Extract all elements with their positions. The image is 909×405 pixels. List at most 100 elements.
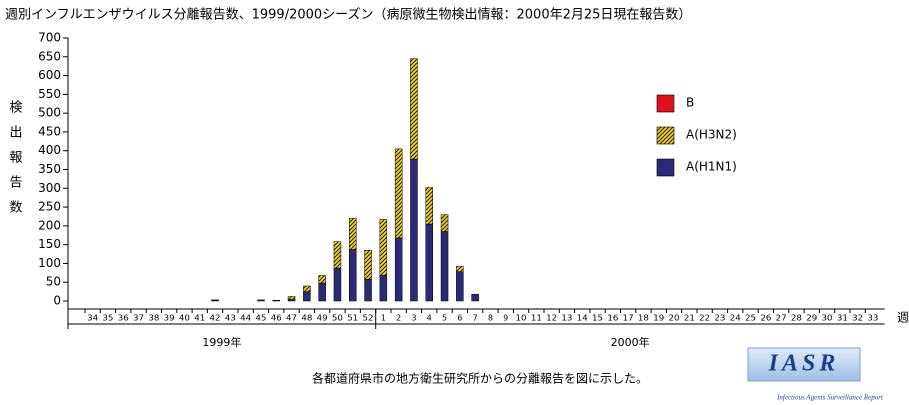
bar-segment xyxy=(425,223,433,302)
x-tick-label: 24 xyxy=(730,314,741,323)
x-tick-label: 5 xyxy=(442,314,447,323)
x-tick-label: 31 xyxy=(837,314,848,323)
x-tick-label: 18 xyxy=(638,314,649,323)
x-tick-label: 16 xyxy=(607,314,618,323)
x-tick-label: 36 xyxy=(118,314,129,323)
x-tick-label: 47 xyxy=(286,314,297,323)
y-tick-label: 200 xyxy=(38,218,61,232)
bar-segment xyxy=(287,296,296,300)
x-tick-label: 41 xyxy=(194,314,205,323)
caption: 各都道府県市の地方衛生研究所からの分離報告を図に示した。 xyxy=(312,371,648,386)
legend-label: A(H3N2) xyxy=(686,128,737,142)
x-tick-label: 46 xyxy=(271,314,282,323)
x-tick-label: 19 xyxy=(653,314,664,323)
x-tick-label: 30 xyxy=(822,314,833,323)
x-tick-label: 48 xyxy=(301,314,312,323)
chart-title: 週別インフルエンザウイルス分離報告数、1999/2000シーズン（病原微生物検出… xyxy=(5,7,691,23)
x-tick-label: 10 xyxy=(516,314,527,323)
x-tick-label: 45 xyxy=(255,314,266,323)
bar-segment xyxy=(257,299,265,302)
x-tick-label: 22 xyxy=(699,314,710,323)
x-tick-label: 27 xyxy=(776,314,787,323)
x-tick-label: 44 xyxy=(240,314,251,323)
bar-segment xyxy=(318,275,326,284)
legend-label: A(H1N1) xyxy=(686,160,737,174)
year-label: 1999年 xyxy=(202,335,241,349)
bar-segment xyxy=(349,249,357,302)
x-tick-label: 52 xyxy=(363,314,374,323)
bar-segment xyxy=(364,278,372,302)
x-tick-label: 33 xyxy=(867,314,878,323)
x-tick-label: 40 xyxy=(179,314,190,323)
x-tick-label: 50 xyxy=(332,314,343,323)
x-tick-label: 15 xyxy=(592,314,603,323)
x-tick-label: 21 xyxy=(684,314,695,323)
x-tick-label: 20 xyxy=(669,314,680,323)
x-tick-label: 26 xyxy=(760,314,771,323)
x-tick-label: 51 xyxy=(347,314,358,323)
x-tick-label: 49 xyxy=(317,314,328,323)
bar-segment xyxy=(440,231,449,302)
x-tick-label: 12 xyxy=(546,314,557,323)
x-tick-label: 2 xyxy=(396,314,401,323)
bar-segment xyxy=(456,266,464,272)
x-tick-label: 34 xyxy=(87,314,98,323)
x-tick-label: 9 xyxy=(503,314,508,323)
x-tick-label: 32 xyxy=(852,314,863,323)
x-tick-label: 7 xyxy=(473,314,478,323)
bar-segment xyxy=(410,58,418,160)
bar-segment xyxy=(318,282,326,302)
legend-swatch xyxy=(656,126,675,145)
y-tick-label: 150 xyxy=(38,237,61,251)
logo: IASR xyxy=(768,351,840,377)
y-tick-label: 300 xyxy=(38,181,61,195)
year-label: 2000年 xyxy=(611,335,650,349)
y-tick-label: 350 xyxy=(38,162,61,176)
x-tick-label: 25 xyxy=(745,314,756,323)
bar-segment xyxy=(394,148,403,239)
x-tick-label: 37 xyxy=(133,314,144,323)
x-tick-label: 3 xyxy=(411,314,416,323)
bar-segment xyxy=(379,219,388,276)
logo-box xyxy=(747,347,861,382)
bar-segment xyxy=(394,237,403,302)
bar-segment xyxy=(379,275,388,302)
x-tick-label: 38 xyxy=(148,314,159,323)
x-tick-label: 42 xyxy=(210,314,221,323)
logo-subtitle: Infectious Agents Surveillance Report xyxy=(776,394,884,402)
y-tick-label: 700 xyxy=(38,31,61,45)
x-tick-label: 11 xyxy=(531,314,542,323)
x-tick-label: 35 xyxy=(102,314,113,323)
bar-segment xyxy=(425,187,433,225)
legend-swatch xyxy=(656,94,675,113)
x-axis-label: 週 xyxy=(897,311,909,325)
x-tick-label: 4 xyxy=(427,314,432,323)
x-tick-label: 13 xyxy=(561,314,572,323)
x-tick-label: 14 xyxy=(577,314,588,323)
bar-segment xyxy=(364,250,372,280)
bar-segment xyxy=(456,271,464,302)
legend-swatch xyxy=(656,158,675,177)
x-tick-label: 1 xyxy=(381,314,386,323)
x-tick-label: 28 xyxy=(791,314,802,323)
bar-segment xyxy=(333,241,342,269)
y-tick-label: 500 xyxy=(38,106,61,120)
y-tick-label: 250 xyxy=(38,200,61,214)
bar-segment xyxy=(440,214,449,232)
bar-segment xyxy=(303,291,311,302)
x-tick-label: 43 xyxy=(225,314,236,323)
bar-segment xyxy=(272,299,280,302)
x-tick-label: 29 xyxy=(806,314,817,323)
bar-segment xyxy=(333,267,342,302)
y-axis-label: 検出報告数 xyxy=(7,100,23,225)
x-tick-label: 39 xyxy=(164,314,175,323)
y-tick-label: 600 xyxy=(38,68,61,82)
x-tick-label: 8 xyxy=(488,314,493,323)
x-tick-label: 6 xyxy=(457,314,462,323)
y-tick-label: 400 xyxy=(38,143,61,157)
y-tick-label: 650 xyxy=(38,49,61,63)
bar-segment xyxy=(471,293,479,302)
y-tick-label: 100 xyxy=(38,256,61,270)
bar-segment xyxy=(349,218,357,250)
